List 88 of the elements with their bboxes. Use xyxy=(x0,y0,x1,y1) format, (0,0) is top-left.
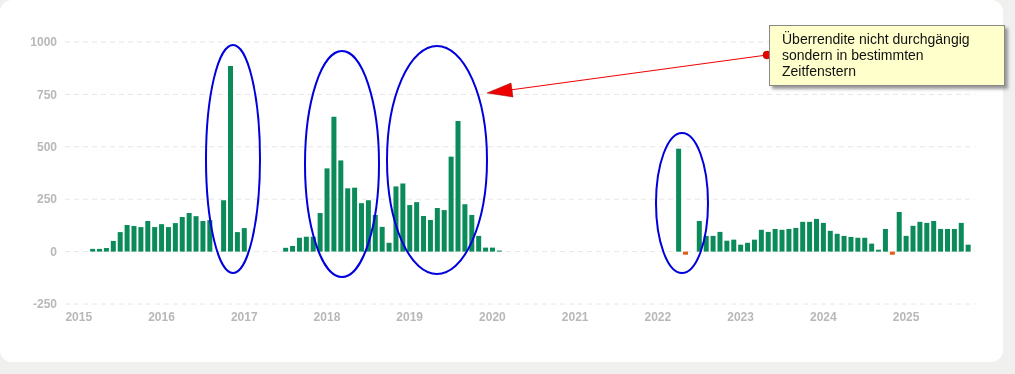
bar xyxy=(228,65,234,252)
bar xyxy=(441,210,447,252)
bar xyxy=(434,208,440,252)
bar xyxy=(379,226,385,252)
bar xyxy=(751,239,757,252)
bar xyxy=(241,228,247,252)
y-tick-label: 250 xyxy=(36,192,58,207)
bar xyxy=(731,239,737,252)
bar xyxy=(834,233,840,252)
bar xyxy=(97,248,103,252)
bar xyxy=(903,235,909,252)
bar xyxy=(696,221,702,252)
bar xyxy=(165,227,171,252)
bar xyxy=(345,188,351,252)
bar xyxy=(944,228,950,252)
x-tick-label: 2021 xyxy=(561,309,589,324)
bar xyxy=(179,217,185,252)
bar xyxy=(186,213,192,252)
bar xyxy=(765,231,771,252)
bar xyxy=(738,244,744,252)
bar xyxy=(421,215,427,252)
bar xyxy=(338,160,344,252)
y-tick-label: 0 xyxy=(50,244,58,259)
bar xyxy=(296,237,302,252)
bar xyxy=(476,235,482,252)
bar xyxy=(400,183,406,252)
bar xyxy=(924,222,930,252)
bar xyxy=(489,247,495,252)
bar xyxy=(676,148,682,252)
bar xyxy=(352,187,358,252)
bar xyxy=(117,232,123,252)
x-tick-label: 2019 xyxy=(396,309,424,324)
bar xyxy=(931,221,937,252)
bar xyxy=(483,247,489,252)
bar xyxy=(145,221,151,252)
y-tick-label: 1000 xyxy=(30,35,58,50)
bar xyxy=(283,247,289,252)
bar xyxy=(862,237,868,252)
x-tick-label: 2015 xyxy=(65,309,93,324)
bar xyxy=(827,230,833,252)
bar xyxy=(138,227,144,252)
bar xyxy=(159,224,165,252)
bar xyxy=(152,227,158,252)
x-tick-label: 2020 xyxy=(479,309,507,324)
bar xyxy=(855,237,861,252)
bar xyxy=(290,245,296,252)
bar xyxy=(745,242,751,252)
x-tick-label: 2025 xyxy=(892,309,920,324)
bar xyxy=(938,228,944,252)
callout-box: Überrendite nicht durchgängig sondern in bestimmten Zeitfenstern xyxy=(769,25,1005,86)
bar xyxy=(414,202,420,252)
bar xyxy=(724,240,730,252)
x-tick-label: 2022 xyxy=(644,309,672,324)
y-tick-label: 750 xyxy=(36,87,58,102)
bar xyxy=(172,223,178,252)
bar xyxy=(965,244,971,252)
bar xyxy=(103,248,109,252)
bar xyxy=(234,232,240,252)
bar xyxy=(882,228,888,252)
x-tick-label: 2024 xyxy=(809,309,837,324)
bar xyxy=(800,221,806,252)
bar xyxy=(303,236,309,252)
bar xyxy=(407,205,413,252)
bar xyxy=(869,243,875,252)
bar xyxy=(90,248,96,252)
bar xyxy=(813,218,819,252)
bar xyxy=(317,213,323,252)
x-tick-label: 2017 xyxy=(230,309,258,324)
bar xyxy=(958,222,964,252)
bar xyxy=(820,222,826,252)
bar xyxy=(221,200,227,252)
x-tick-label: 2018 xyxy=(313,309,341,324)
bar xyxy=(683,251,689,255)
x-tick-label: 2016 xyxy=(148,309,176,324)
bar xyxy=(427,219,433,252)
bar xyxy=(807,221,813,252)
bar xyxy=(951,228,957,252)
bar xyxy=(110,240,116,252)
bar xyxy=(758,229,764,252)
y-tick-label: -250 xyxy=(32,297,58,312)
bar xyxy=(889,251,895,255)
bar xyxy=(793,227,799,252)
bar xyxy=(896,211,902,252)
bar xyxy=(448,156,454,252)
bar xyxy=(358,203,364,252)
y-tick-label: 500 xyxy=(36,140,58,155)
x-tick-label: 2023 xyxy=(727,309,755,324)
bar xyxy=(772,228,778,252)
